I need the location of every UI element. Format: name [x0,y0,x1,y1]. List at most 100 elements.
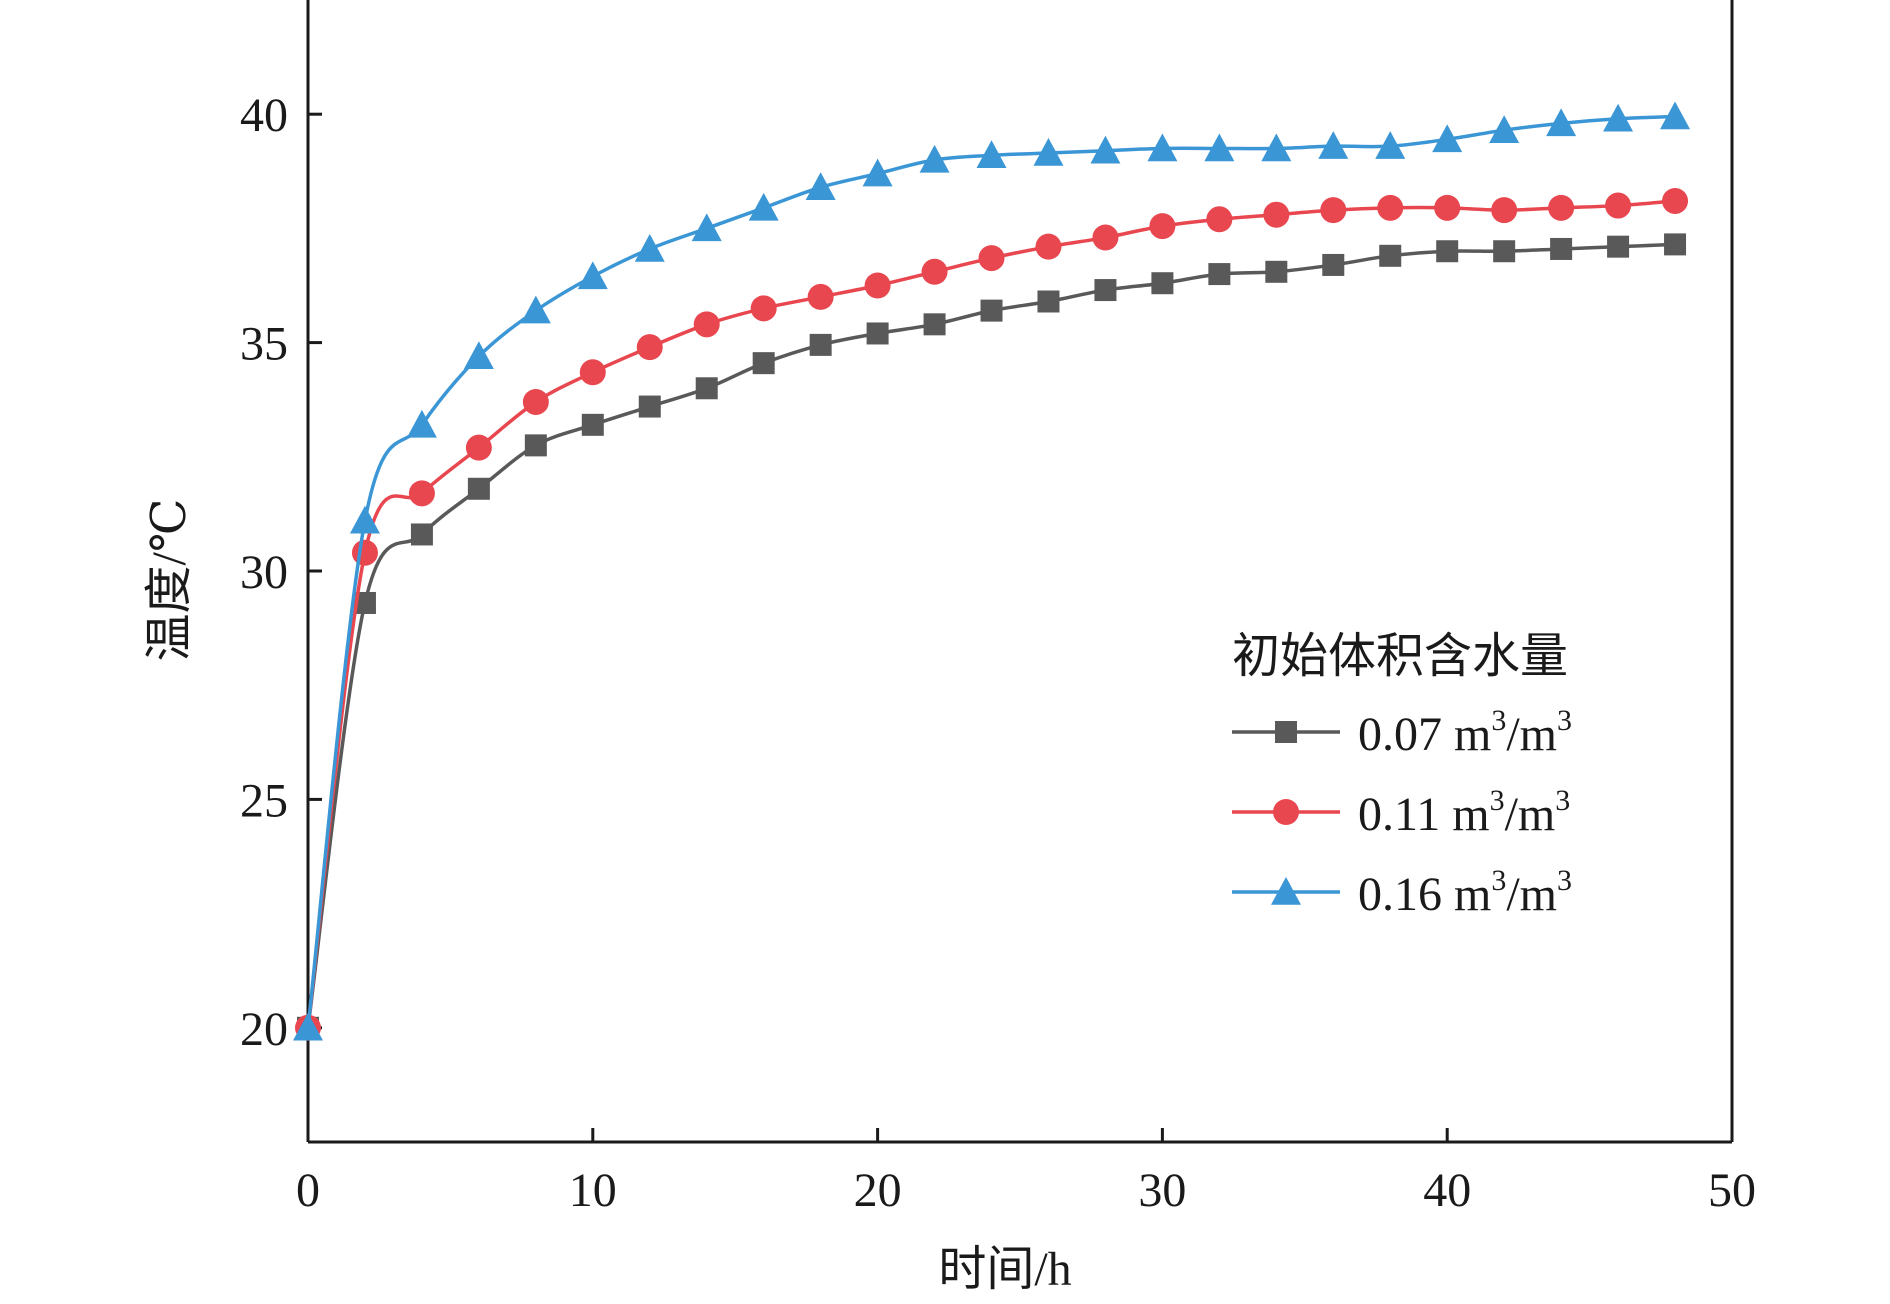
data-point [923,313,946,336]
x-axis-label: 时间/h [938,1243,1071,1296]
series-line [306,114,1676,1028]
y-tick-label: 20 [240,1003,288,1056]
data-point [1493,240,1516,263]
data-point [1546,108,1577,137]
legend-title: 初始体积含水量 [1232,630,1568,683]
axes-layer: 0 10 20 30 40 50 20 25 30 35 40 [240,0,1756,1217]
data-point [1035,233,1062,260]
legend-label: 0.16 m3/m3 [1358,864,1572,921]
data-point [1664,233,1687,256]
legend-item: 0.07 m3/m3 [1232,704,1572,761]
data-point [1607,235,1630,258]
data-point [410,523,433,546]
data-point [638,395,661,418]
data-point [636,334,663,361]
data-point [866,322,889,345]
data-point [1206,206,1233,233]
data-point [408,480,435,507]
data-point [293,1012,323,1041]
y-tick-label: 25 [240,774,288,827]
data-point [522,388,549,415]
data-point [467,477,490,500]
data-point [1379,244,1402,267]
y-tick-label: 35 [240,318,288,371]
x-tick-label: 0 [296,1164,320,1217]
data-point [978,245,1005,272]
data-point [1548,194,1575,221]
data-point [748,192,779,221]
series-triangle [293,101,1691,1041]
data-point [1149,213,1176,240]
data-point [1261,133,1292,162]
data-point [809,333,832,356]
data-point [1489,115,1520,143]
data-point [1094,279,1117,302]
series-layer [293,101,1691,1041]
data-point [805,172,836,201]
data-point [1377,194,1404,221]
series-square [297,233,1687,1039]
data-point [577,261,608,290]
data-point [1147,133,1178,162]
data-point [862,158,893,187]
x-tick-label: 10 [569,1164,617,1217]
legend-marker [1273,799,1299,825]
data-point [1605,192,1632,219]
data-point [1432,124,1463,153]
legend: 初始体积含水量 0.07 m3/m3 0.11 m3/m3 0.16 m3/m3 [1232,630,1572,921]
data-point [1151,272,1174,295]
y-axis-label: 温度/℃ [143,498,196,661]
x-tick-label: 30 [1138,1164,1186,1217]
data-point [1434,194,1461,221]
data-point [353,591,376,614]
data-point [1550,237,1573,260]
data-point [1090,135,1121,164]
x-tick-label: 20 [854,1164,902,1217]
data-point [980,299,1003,322]
data-point [976,140,1007,169]
data-point [1033,138,1064,166]
data-point [691,213,722,242]
data-point [1660,101,1691,130]
data-point [807,283,834,310]
legend-item: 0.11 m3/m3 [1232,784,1570,841]
data-point [752,352,775,375]
data-point [579,359,606,386]
data-point [1603,103,1634,132]
data-point [695,377,718,400]
legend-marker [1275,721,1297,743]
data-point [1204,133,1235,162]
y-tick-label: 30 [240,546,288,599]
series-circle [295,187,1689,1041]
data-point [1322,253,1345,276]
data-point [463,341,494,370]
legend-label: 0.11 m3/m3 [1358,784,1570,841]
data-point [349,505,380,534]
data-point [1265,260,1288,283]
data-point [406,409,437,438]
x-tick-label: 50 [1708,1164,1756,1217]
data-point [1318,131,1349,159]
data-point [1375,131,1406,159]
x-tick-label: 40 [1423,1164,1471,1217]
data-point [1263,201,1290,228]
data-point [919,144,950,173]
legend-label: 0.07 m3/m3 [1358,704,1572,761]
data-point [524,434,547,457]
data-point [520,295,551,324]
data-point [750,295,777,322]
data-point [1092,224,1119,251]
data-point [921,258,948,285]
data-point [1662,187,1689,214]
legend-marker [1271,877,1301,905]
y-tick-label: 40 [240,89,288,142]
data-point [1491,197,1518,224]
data-point [1037,290,1060,313]
data-point [634,233,665,262]
data-point [581,413,604,436]
data-point [1208,263,1231,286]
legend-item: 0.16 m3/m3 [1232,864,1572,921]
data-point [1436,240,1459,263]
